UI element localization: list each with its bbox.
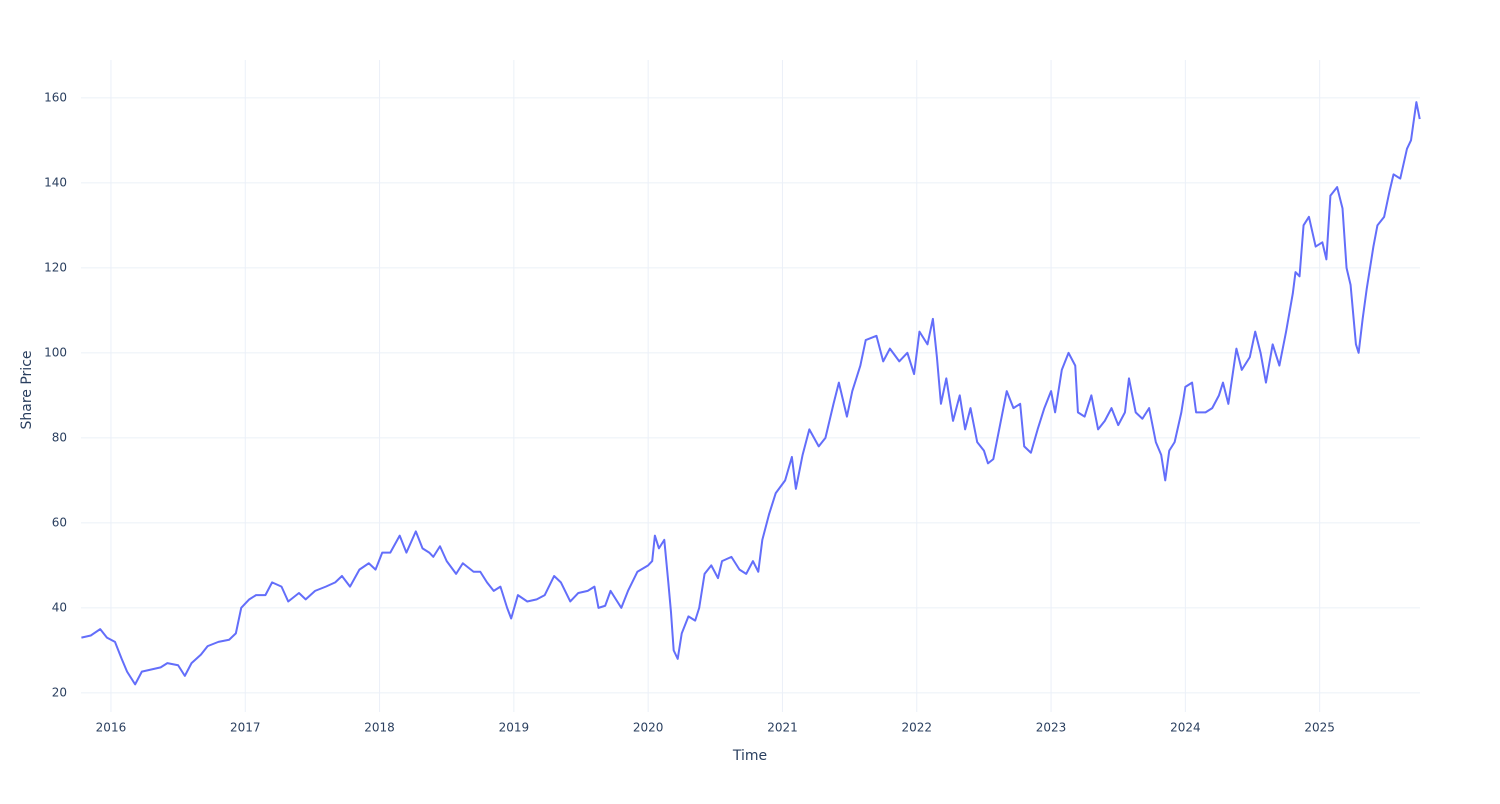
y-tick-label: 100: [44, 345, 67, 359]
plot-area: [81, 101, 1421, 686]
x-tick-label: 2018: [364, 721, 395, 735]
x-tick-label: 2024: [1170, 721, 1201, 735]
y-tick-label: 140: [44, 175, 67, 189]
y-tick-label: 60: [52, 515, 67, 529]
x-tick-label: 2016: [96, 721, 127, 735]
y-tick-label: 160: [44, 90, 67, 104]
y-tick-label: 120: [44, 260, 67, 274]
price-line: [81, 101, 1421, 686]
y-tick-label: 20: [52, 685, 67, 699]
x-tick-label: 2017: [230, 721, 261, 735]
grid: [81, 60, 1420, 712]
x-tick-label: 2020: [633, 721, 664, 735]
x-tick-label: 2023: [1036, 721, 1067, 735]
x-tick-label: 2019: [499, 721, 530, 735]
y-tick-label: 40: [52, 600, 67, 614]
x-tick-label: 2021: [767, 721, 798, 735]
y-axis-title: Share Price: [19, 350, 35, 429]
y-tick-label: 80: [52, 430, 67, 444]
x-tick-label: 2022: [901, 721, 932, 735]
x-axis-title: Time: [732, 748, 767, 764]
x-tick-label: 2025: [1304, 721, 1335, 735]
